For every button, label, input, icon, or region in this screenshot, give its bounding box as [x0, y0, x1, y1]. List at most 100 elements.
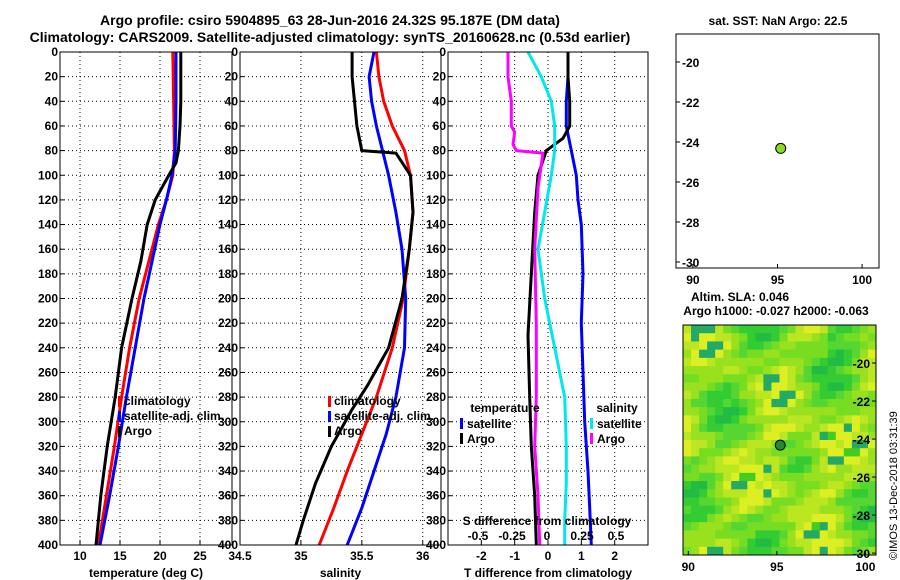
sla-cell [795, 440, 805, 449]
salinity-ytick-label: 240 [218, 341, 238, 355]
sla-cell [699, 440, 708, 449]
sla-cell [683, 357, 692, 367]
sla-cell [859, 448, 869, 457]
sla-cell [723, 398, 732, 408]
salinity-ytick-label: 20 [225, 70, 239, 84]
sla-map-ytick-label: -20 [853, 357, 871, 371]
salinity-ytick-label: 80 [225, 144, 239, 158]
sla-cell [827, 497, 837, 507]
sla-cell [699, 366, 708, 375]
sla-cell [755, 497, 764, 507]
sla-cell [723, 333, 732, 342]
diff-legend-sal-swatch [590, 433, 593, 444]
difference-ytick-label: 160 [426, 242, 446, 256]
sla-cell [739, 390, 748, 400]
sst-map-ytick-label: -30 [682, 256, 700, 270]
sla-cell [715, 497, 724, 507]
sla-cell [755, 341, 764, 351]
sla-cell [731, 333, 740, 342]
sla-cell [827, 489, 837, 498]
sla-cell [787, 415, 797, 425]
temperature-ytick-label: 300 [38, 415, 58, 429]
temperature-ytick-label: 380 [38, 513, 58, 527]
sla-cell [795, 464, 805, 474]
sla-cell [779, 481, 789, 490]
sla-cell [851, 440, 861, 449]
sla-cell [811, 513, 821, 523]
sla-cell [795, 489, 805, 498]
sla-cell [859, 366, 869, 375]
sla-cell [811, 423, 821, 433]
sla-cell [715, 390, 724, 400]
salinity-legend-label: climatology [334, 394, 401, 408]
sla-cell [699, 530, 708, 540]
sla-cell [723, 481, 732, 490]
sla-cell [779, 423, 789, 433]
sla-cell [755, 522, 764, 531]
sla-cell [731, 431, 740, 441]
sla-cell [747, 382, 756, 392]
sla-cell [763, 349, 772, 359]
sla-cell [731, 472, 740, 482]
salinity-ytick-label: 140 [218, 218, 238, 232]
sla-cell [851, 415, 861, 425]
sla-map-title-1: Altim. SLA: 0.046 [691, 290, 789, 304]
salinity-ytick-label: 340 [218, 464, 238, 478]
sla-cell [851, 546, 861, 556]
sla-cell [843, 489, 853, 498]
sla-cell [771, 481, 780, 490]
sla-cell [707, 448, 716, 457]
sla-cell [707, 530, 716, 540]
sla-map-ytick-label: -28 [853, 509, 871, 523]
diff-s-tick-label: 0.5 [608, 529, 625, 543]
sla-cell [771, 505, 780, 515]
diff-s-tick-label: -0.5 [468, 529, 489, 543]
sla-cell [731, 357, 740, 367]
sla-cell [699, 407, 708, 416]
sla-cell [691, 341, 700, 351]
sla-cell [731, 382, 740, 392]
sla-cell [691, 472, 700, 482]
sla-cell [787, 513, 797, 523]
sla-cell [779, 546, 789, 556]
sla-cell [683, 333, 692, 342]
sla-cell [795, 415, 805, 425]
sla-cell [771, 497, 780, 507]
sla-cell [683, 415, 692, 425]
sla-cell [755, 481, 764, 490]
sla-cell [747, 513, 756, 523]
sla-cell [699, 538, 708, 548]
sla-cell [803, 374, 813, 383]
sla-cell [715, 366, 724, 375]
sla-cell [771, 325, 780, 334]
sla-cell [739, 489, 748, 498]
sla-cell [707, 546, 716, 556]
sla-cell [755, 546, 764, 556]
sla-cell [691, 456, 700, 466]
sla-cell [699, 513, 708, 523]
sla-cell [867, 423, 877, 433]
sla-cell [867, 538, 877, 548]
sla-cell [811, 456, 821, 466]
sla-cell [691, 464, 700, 474]
diff-legend-temp-label: satellite [467, 417, 512, 431]
sla-cell [787, 374, 797, 383]
difference-ytick-label: 260 [426, 365, 446, 379]
sla-cell [811, 497, 821, 507]
sla-cell [803, 513, 813, 523]
sla-cell [707, 415, 716, 425]
sla-cell [811, 464, 821, 474]
sla-cell [779, 489, 789, 498]
sla-cell [699, 398, 708, 408]
sla-cell [843, 505, 853, 515]
sla-cell [867, 349, 877, 359]
sla-cell [691, 423, 700, 433]
sla-cell [731, 423, 740, 433]
sla-cell [747, 546, 756, 556]
sla-cell [859, 472, 869, 482]
series-salinity-argo [506, 52, 545, 546]
temperature-ytick-label: 360 [38, 489, 58, 503]
sla-cell [843, 415, 853, 425]
sla-cell [835, 349, 845, 359]
sla-cell [811, 407, 821, 416]
